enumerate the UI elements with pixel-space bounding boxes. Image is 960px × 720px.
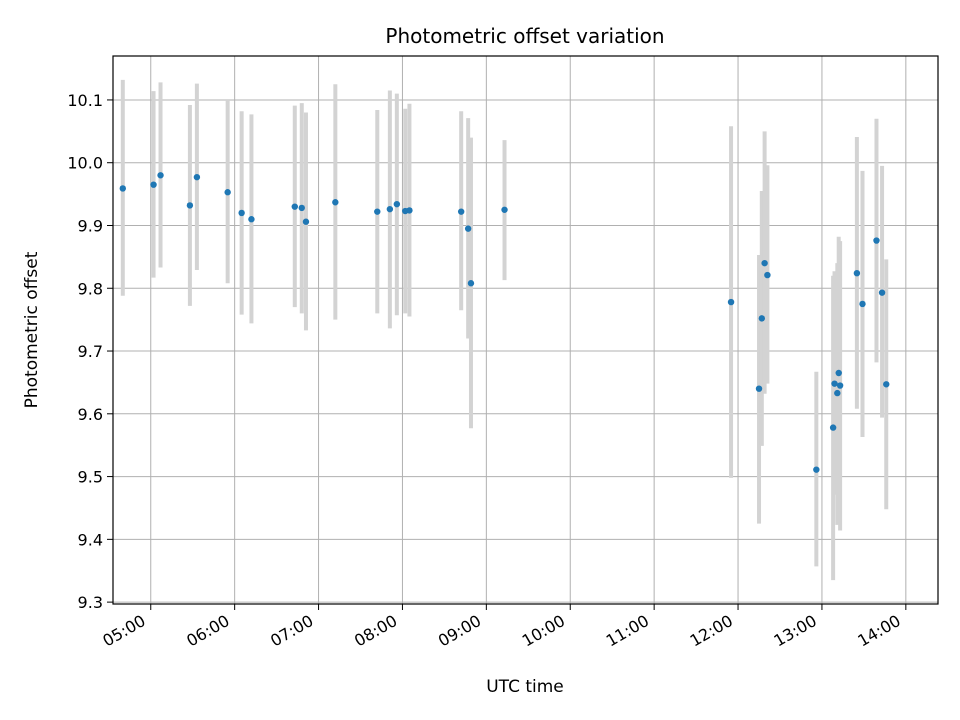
data-point bbox=[764, 271, 771, 279]
data-point bbox=[386, 205, 394, 213]
data-point bbox=[464, 225, 472, 232]
data-point bbox=[829, 424, 837, 431]
data-point bbox=[224, 189, 231, 196]
data-point bbox=[878, 289, 886, 296]
y-tick-label: 9.7 bbox=[78, 342, 103, 361]
chart-title: Photometric offset variation bbox=[385, 24, 664, 48]
data-point bbox=[291, 203, 298, 210]
data-point bbox=[406, 207, 413, 214]
y-tick-label: 10.1 bbox=[67, 91, 103, 110]
data-point bbox=[761, 259, 768, 267]
data-point bbox=[883, 381, 890, 388]
y-axis-ticks: 9.3 9.4 9.5 9.6 9.7 9.8 9.9 10.0 10.1 bbox=[67, 91, 113, 612]
data-point bbox=[248, 216, 255, 223]
data-point bbox=[393, 200, 401, 208]
data-point bbox=[186, 202, 194, 209]
data-point bbox=[298, 204, 305, 212]
data-point bbox=[457, 208, 465, 215]
data-point bbox=[758, 315, 766, 322]
data-point bbox=[119, 185, 126, 192]
data-point bbox=[193, 173, 201, 181]
y-tick-label: 9.8 bbox=[78, 279, 103, 298]
data-point bbox=[727, 298, 735, 306]
data-point bbox=[836, 382, 844, 389]
y-tick-label: 9.6 bbox=[78, 405, 103, 424]
data-point bbox=[238, 209, 245, 217]
data-point bbox=[834, 389, 841, 397]
plot-frame bbox=[112, 55, 939, 605]
data-point bbox=[813, 466, 820, 473]
y-tick-label: 9.5 bbox=[78, 468, 103, 487]
data-point bbox=[467, 280, 475, 287]
data-point bbox=[831, 380, 838, 387]
data-point bbox=[755, 385, 763, 392]
data-point bbox=[873, 237, 880, 244]
grid bbox=[113, 56, 938, 604]
data-point bbox=[859, 300, 866, 308]
data-point bbox=[501, 206, 508, 213]
data-point bbox=[374, 208, 381, 215]
y-tick-label: 9.9 bbox=[78, 216, 103, 235]
y-tick-label: 10.0 bbox=[67, 154, 103, 173]
data-point bbox=[332, 199, 339, 206]
y-tick-label: 9.4 bbox=[78, 530, 103, 549]
x-axis-label: UTC time bbox=[486, 677, 564, 697]
data-point bbox=[835, 369, 842, 377]
data-point bbox=[302, 218, 310, 225]
data-point bbox=[157, 172, 164, 179]
y-tick-label: 9.3 bbox=[78, 593, 103, 612]
data-points bbox=[119, 172, 890, 473]
y-axis-label: Photometric offset bbox=[22, 251, 42, 408]
data-point bbox=[150, 181, 157, 188]
data-point bbox=[853, 269, 861, 277]
